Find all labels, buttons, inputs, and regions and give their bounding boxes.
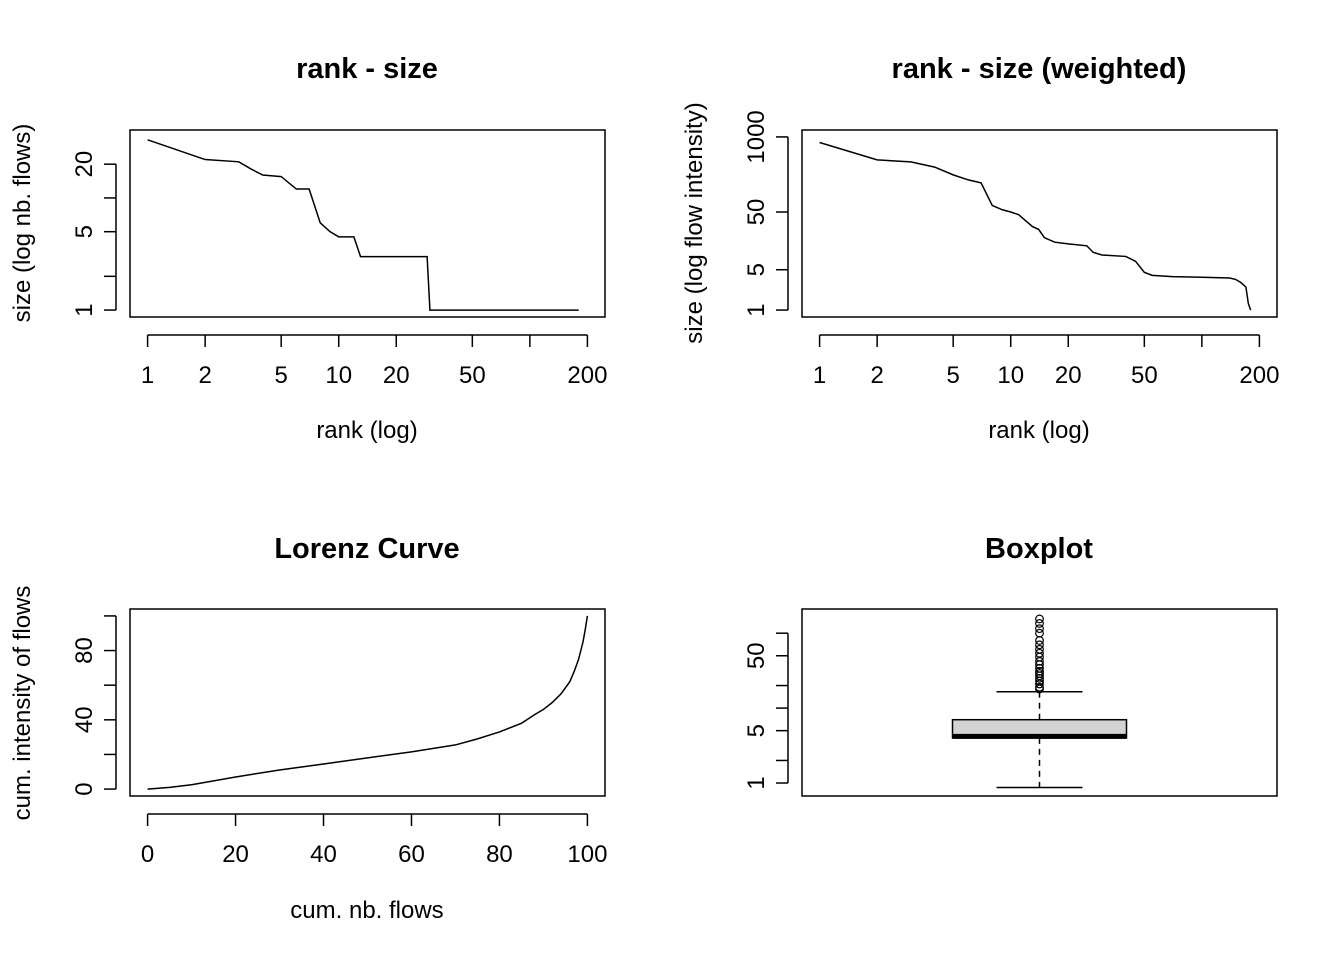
outlier-point [1035, 644, 1044, 654]
y-axis-label: cum. intensity of flows [9, 586, 36, 821]
x-tick-label: 5 [947, 362, 960, 389]
x-axis-label: rank (log) [988, 417, 1089, 444]
x-tick-label: 20 [383, 362, 410, 389]
y-tick-label: 1000 [743, 110, 770, 163]
plot-frame [129, 129, 606, 318]
x-tick-label: 40 [310, 841, 337, 868]
y-axis: 1 5 50 1000 [743, 110, 789, 317]
y-axis-label: size (log flow intensity) [681, 102, 708, 343]
series-line [147, 139, 579, 311]
y-tick-label: 0 [71, 782, 98, 795]
x-tick-label: 5 [275, 362, 288, 389]
x-tick-label: 2 [198, 362, 211, 389]
y-tick-label: 80 [71, 637, 98, 664]
panel-rank-size-weighted: rank - size (weighted) rank (log) size (… [681, 53, 1279, 444]
outlier-point [1035, 614, 1044, 624]
y-tick-label: 5 [743, 724, 770, 737]
box-marks [951, 614, 1128, 789]
y-tick-label: 50 [743, 642, 770, 669]
x-axis-label: cum. nb. flows [290, 897, 443, 924]
outlier-point [1035, 682, 1044, 692]
x-axis: 1 2 5 10 20 50 200 [141, 334, 607, 389]
outlier-point [1035, 628, 1044, 638]
y-tick-label: 1 [743, 303, 770, 316]
plot-frame [801, 129, 1278, 318]
outlier-point [1035, 673, 1044, 683]
x-tick-label: 2 [870, 362, 883, 389]
y-tick-label: 5 [743, 263, 770, 276]
x-tick-label: 1 [141, 362, 154, 389]
y-tick-label: 50 [743, 199, 770, 226]
y-tick-label: 1 [71, 303, 98, 316]
x-tick-label: 1 [813, 362, 826, 389]
series-marks [147, 615, 589, 790]
x-tick-label: 200 [1239, 362, 1279, 389]
x-tick-label: 10 [997, 362, 1024, 389]
x-tick-label: 10 [325, 362, 352, 389]
chart-title: Lorenz Curve [274, 533, 459, 565]
y-axis: 0 40 80 [71, 615, 117, 796]
x-tick-label: 100 [567, 841, 607, 868]
x-axis: 1 2 5 10 20 50 200 [813, 334, 1279, 389]
series-marks [147, 139, 579, 311]
outlier-point [1035, 624, 1044, 634]
y-axis-label: size (log nb. flows) [9, 124, 36, 323]
outlier-point [1035, 619, 1044, 628]
plot-frame [129, 608, 606, 797]
x-tick-label: 80 [486, 841, 513, 868]
plot-frame [801, 608, 1278, 797]
outlier-point [1035, 640, 1044, 650]
outlier-point [1035, 648, 1044, 658]
chart-title: rank - size [296, 53, 438, 85]
x-tick-label: 200 [567, 362, 607, 389]
outlier-point [1035, 666, 1044, 676]
x-tick-label: 0 [141, 841, 154, 868]
panel-lorenz-curve: Lorenz Curve cum. nb. flows cum. intensi… [9, 533, 607, 924]
series-marks [819, 141, 1252, 311]
x-axis: 0 20 40 60 80 100 [141, 813, 607, 868]
y-tick-label: 20 [71, 151, 98, 178]
panel-rank-size: rank - size rank (log) size (log nb. flo… [9, 53, 607, 444]
x-tick-label: 50 [1131, 362, 1158, 389]
outlier-point [1035, 663, 1044, 673]
x-tick-label: 50 [459, 362, 486, 389]
x-axis-label: rank (log) [316, 417, 417, 444]
x-tick-label: 20 [222, 841, 249, 868]
x-tick-label: 60 [398, 841, 425, 868]
chart-title: Boxplot [985, 533, 1093, 565]
y-tick-label: 5 [71, 225, 98, 238]
series-line [147, 615, 589, 790]
y-tick-label: 40 [71, 706, 98, 733]
y-tick-label: 1 [743, 776, 770, 789]
series-line [819, 141, 1252, 311]
chart-title: rank - size (weighted) [892, 53, 1187, 85]
x-tick-label: 20 [1055, 362, 1082, 389]
